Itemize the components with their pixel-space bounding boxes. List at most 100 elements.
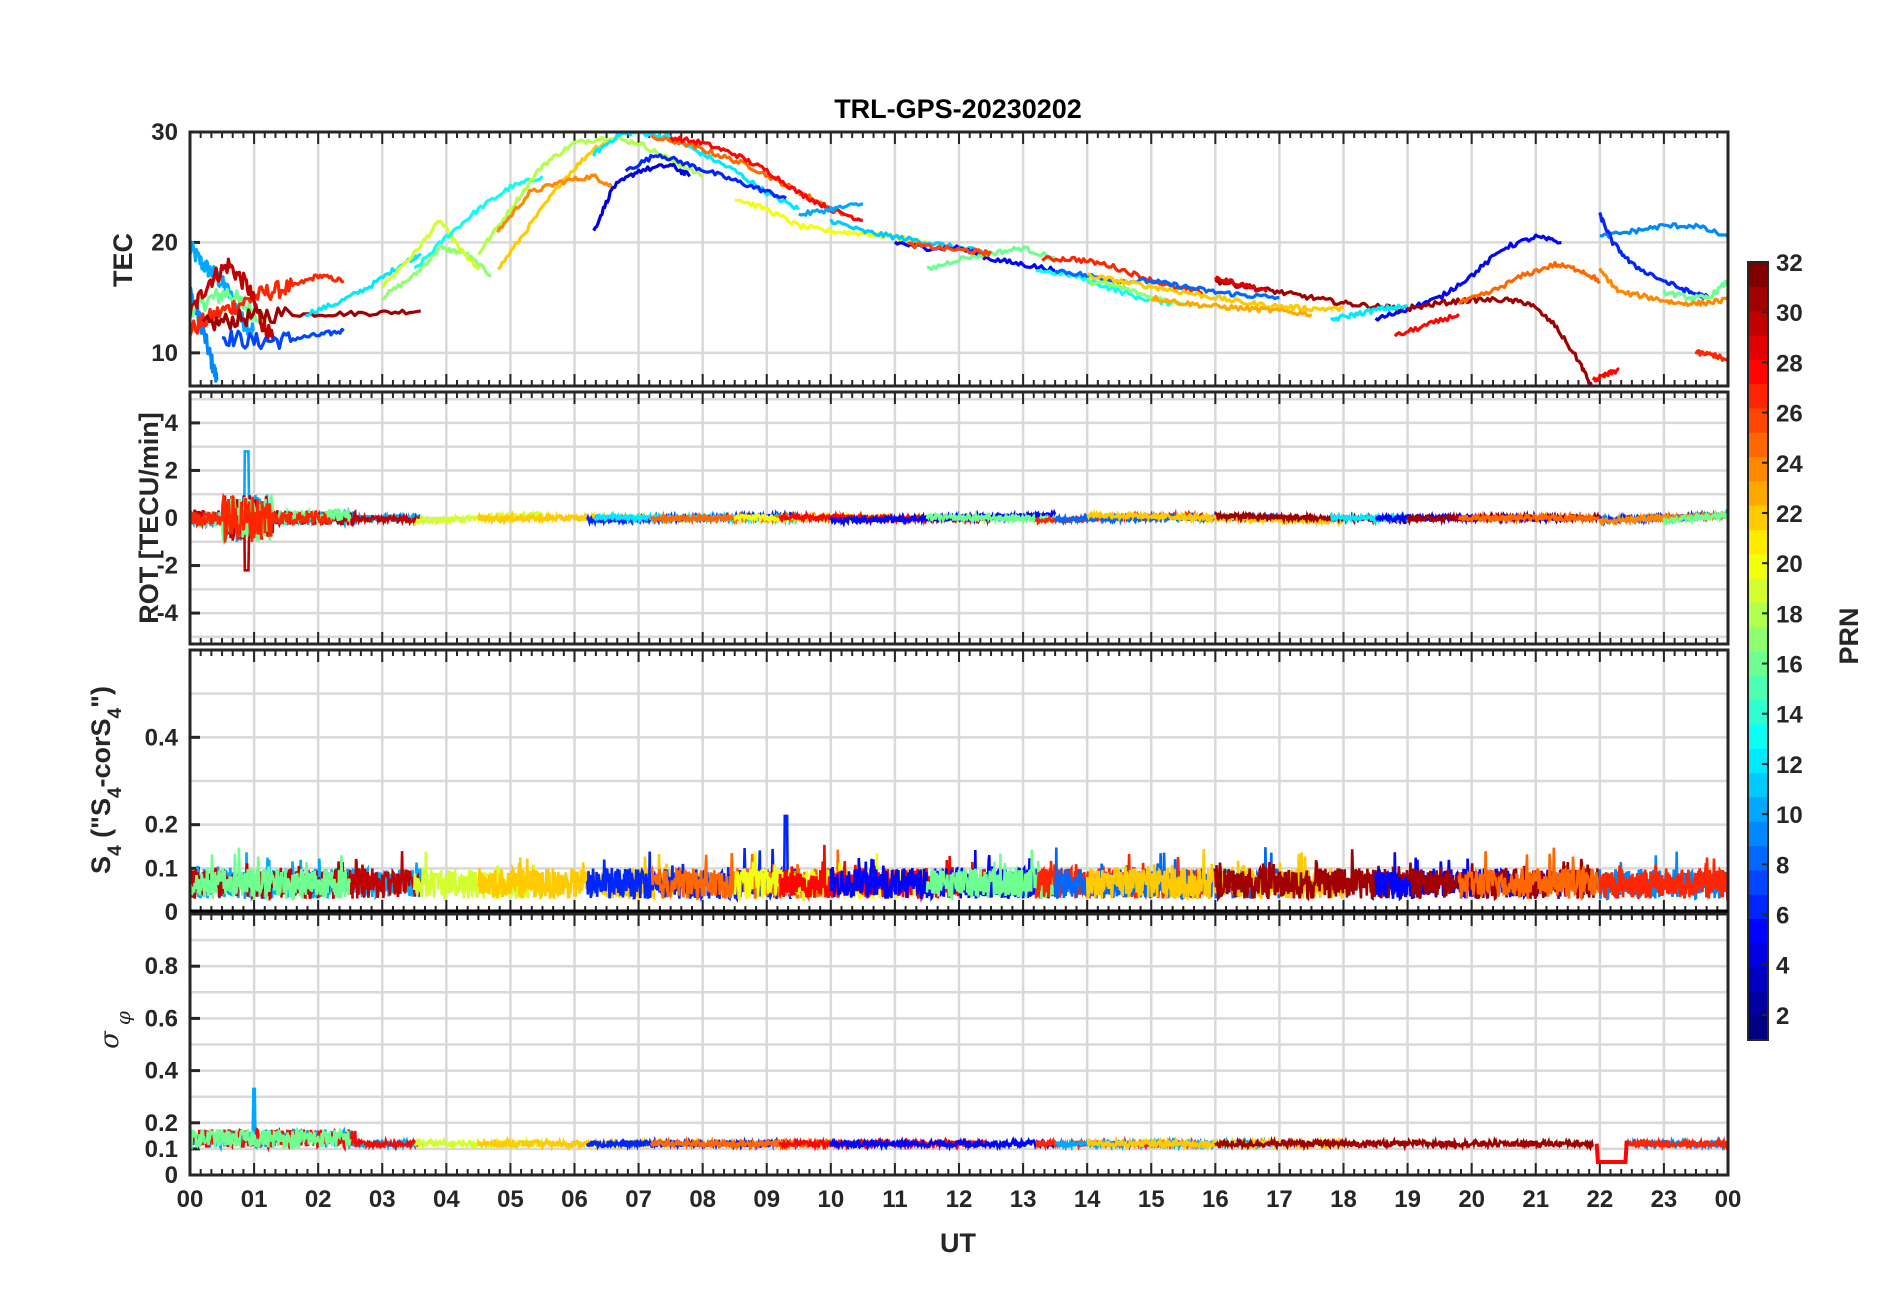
x-tick-label: 05	[497, 1186, 524, 1213]
sigphi-series-prn-27	[1624, 1136, 1730, 1152]
tec-series-prn-28	[1393, 313, 1461, 338]
axes-frame-tec	[188, 130, 1730, 388]
colorbar-segment	[1748, 845, 1768, 871]
rot-series-group	[188, 450, 1730, 572]
tec-series-prn-20	[734, 198, 928, 246]
tec-series-prn-27	[1041, 255, 1204, 296]
colorbar-label: PRN	[1834, 607, 1864, 664]
rot-series-prn-25	[1457, 510, 1601, 525]
tec-series-prn-22	[1086, 272, 1345, 313]
tec-series-prn-28	[669, 135, 863, 222]
x-tick-label: 17	[1266, 1186, 1293, 1213]
sigphi-series-prn-19	[413, 1135, 544, 1152]
y-tick-label: 0.4	[145, 724, 179, 751]
tec-series-prn-19	[380, 219, 480, 290]
x-tick-label: 06	[561, 1186, 588, 1213]
y-tick-label: 0.4	[145, 1058, 179, 1085]
x-tick-label: 02	[305, 1186, 332, 1213]
x-tick-label: 09	[753, 1186, 780, 1213]
x-tick-label: 18	[1330, 1186, 1357, 1213]
tec-series-prn-6	[1598, 211, 1710, 300]
rot-series-prn-12	[1329, 511, 1409, 526]
y-tick-label: 0.6	[145, 1005, 178, 1032]
colorbar-segment	[1748, 651, 1768, 676]
colorbar-segment	[1748, 505, 1768, 531]
x-tick-label: 10	[817, 1186, 844, 1213]
tec-series-prn-6	[624, 153, 787, 200]
y-tick-label: 10	[151, 340, 178, 367]
tec-series-prn-9	[1599, 222, 1728, 239]
colorbar-segment	[1748, 359, 1768, 385]
colorbar-tick-label: 6	[1776, 903, 1789, 930]
colorbar-tick-label: 2	[1776, 1003, 1789, 1030]
colorbar-segment	[1748, 796, 1768, 822]
tec-series-prn-23	[1150, 294, 1313, 318]
y-tick-label: -2	[157, 553, 178, 580]
axes-frame-rot	[188, 390, 1730, 646]
colorbar-segment	[1748, 699, 1768, 725]
s4-series-prn-25	[1457, 847, 1602, 902]
x-tick-label: 22	[1586, 1186, 1613, 1213]
x-tick-label: 12	[946, 1186, 973, 1213]
rot-series-prn-16	[925, 509, 1056, 526]
colorbar-tick-label: 20	[1776, 551, 1803, 578]
colorbar-tick-label: 16	[1776, 652, 1803, 679]
y-tick-label: 30	[151, 119, 178, 146]
colorbar-segment	[1748, 310, 1768, 336]
colorbar-segment	[1748, 991, 1768, 1017]
tec-series-prn-18	[477, 135, 704, 256]
colorbar-tick-label: 26	[1776, 401, 1803, 428]
tec-series-prn-12	[1329, 303, 1409, 322]
tec-series-prn-26	[907, 241, 993, 257]
tec-series-prn-4	[592, 162, 692, 232]
colorbar-segment	[1748, 407, 1768, 433]
y-tick-label: -4	[157, 600, 179, 627]
y-tick-label: 0	[165, 899, 178, 926]
y-tick-label: 0	[165, 1162, 178, 1189]
colorbar-segment	[1748, 578, 1768, 603]
s4-series-prn-16	[188, 847, 352, 902]
panels-group: 102030-4-202400.10.20.400.10.20.40.60.80…	[86, 119, 1741, 1213]
s4-series-group	[188, 814, 1730, 903]
s4-series-prn-27	[1598, 857, 1729, 901]
y-tick-label: 20	[151, 229, 178, 256]
colorbar-segment	[1748, 456, 1768, 482]
y-tick-label: 4	[165, 410, 179, 437]
tec-series-prn-27	[1694, 349, 1728, 363]
colorbar-segment	[1748, 894, 1768, 920]
colorbar-segment	[1748, 675, 1768, 701]
colorbar-segment	[1748, 286, 1768, 312]
sigphi-series-prn-16	[188, 1126, 352, 1151]
colorbar-tick-label: 14	[1776, 702, 1803, 729]
rot-series-prn-16	[1662, 508, 1730, 526]
y-tick-label: 0.2	[145, 1110, 178, 1137]
y-tick-label: 0.1	[145, 1136, 178, 1163]
tec-series-prn-24	[1598, 267, 1728, 308]
sigphi-series-group	[188, 1087, 1730, 1164]
colorbar-tick-label: 28	[1776, 350, 1803, 377]
colorbar-segment	[1748, 821, 1768, 847]
colorbar-tick-label: 18	[1776, 601, 1803, 628]
x-tick-label: 08	[689, 1186, 716, 1213]
y-tick-label: 0.1	[145, 855, 178, 882]
x-tick-label: 16	[1202, 1186, 1229, 1213]
colorbar-segment	[1748, 942, 1768, 968]
y-axis-label-s4: S4 ("S4-corS4")	[86, 686, 126, 874]
colorbar-segment	[1748, 918, 1768, 944]
tec-series-prn-31	[1406, 295, 1593, 386]
tec-series-prn-16	[1662, 279, 1728, 302]
tec-series-prn-28	[1591, 367, 1620, 383]
x-tick-label: 21	[1522, 1186, 1549, 1213]
tec-series-prn-30	[190, 257, 275, 343]
colorbar-tick-label: 22	[1776, 501, 1803, 528]
y-tick-label: 0.2	[145, 812, 178, 839]
colorbar-segment	[1748, 626, 1768, 652]
rot-series-prn-22	[1086, 508, 1345, 528]
x-tick-label: 13	[1010, 1186, 1037, 1213]
sigphi-series-prn-5	[829, 1135, 1057, 1152]
x-tick-label: 15	[1138, 1186, 1165, 1213]
rot-series-prn-27	[189, 492, 333, 545]
y-tick-label: 0.8	[145, 953, 178, 980]
x-tick-label: 01	[241, 1186, 268, 1213]
